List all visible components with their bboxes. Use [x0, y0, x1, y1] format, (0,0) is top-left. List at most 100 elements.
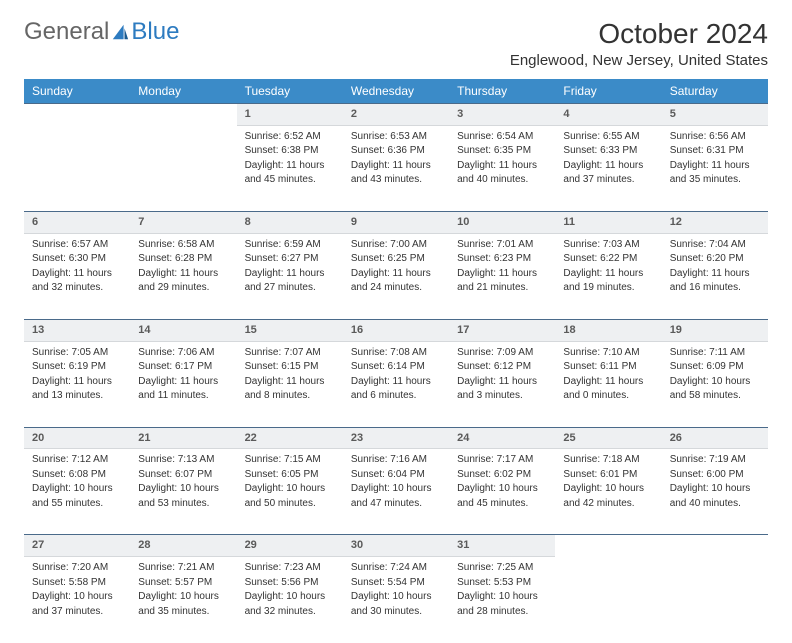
day-number-cell: 16: [343, 319, 449, 341]
daylight-text: Daylight: 11 hours: [351, 375, 441, 389]
daylight-text: and 45 minutes.: [457, 497, 547, 511]
sunset-text: Sunset: 5:58 PM: [32, 576, 122, 590]
sunrise-text: Sunrise: 6:57 AM: [32, 238, 122, 252]
month-title: October 2024: [510, 18, 768, 50]
daylight-text: and 30 minutes.: [351, 605, 441, 619]
sunset-text: Sunset: 5:53 PM: [457, 576, 547, 590]
daylight-text: Daylight: 11 hours: [245, 375, 335, 389]
daylight-text: Daylight: 11 hours: [457, 159, 547, 173]
sunrise-text: Sunrise: 6:59 AM: [245, 238, 335, 252]
sunset-text: Sunset: 6:19 PM: [32, 360, 122, 374]
day-number-cell: 22: [237, 427, 343, 449]
day-content-cell: Sunrise: 6:59 AMSunset: 6:27 PMDaylight:…: [237, 233, 343, 319]
day-number-cell: 6: [24, 211, 130, 233]
sunrise-text: Sunrise: 7:09 AM: [457, 346, 547, 360]
logo-text-blue: Blue: [131, 18, 179, 46]
sunset-text: Sunset: 6:01 PM: [563, 468, 653, 482]
sunrise-text: Sunrise: 7:00 AM: [351, 238, 441, 252]
sunrise-text: Sunrise: 6:56 AM: [670, 130, 760, 144]
day-content-cell: Sunrise: 6:52 AMSunset: 6:38 PMDaylight:…: [237, 125, 343, 211]
day-content-cell: Sunrise: 7:23 AMSunset: 5:56 PMDaylight:…: [237, 557, 343, 643]
sunset-text: Sunset: 6:00 PM: [670, 468, 760, 482]
day-number-cell: 9: [343, 211, 449, 233]
day-content-row: Sunrise: 7:20 AMSunset: 5:58 PM Daylight:…: [24, 557, 768, 643]
daylight-text: Daylight: 10 hours: [138, 482, 228, 496]
sunset-text: Sunset: 6:20 PM: [670, 252, 760, 266]
day-number-cell: 26: [662, 427, 768, 449]
sunset-text: Sunset: 6:17 PM: [138, 360, 228, 374]
daylight-text: Daylight: 11 hours: [670, 267, 760, 281]
day-number-cell: 31: [449, 535, 555, 557]
sunrise-text: Sunrise: 7:13 AM: [138, 453, 228, 467]
sunset-text: Sunset: 6:27 PM: [245, 252, 335, 266]
daylight-text: and 32 minutes.: [245, 605, 335, 619]
daylight-text: and 3 minutes.: [457, 389, 547, 403]
day-content-cell: Sunrise: 6:55 AMSunset: 6:33 PMDaylight:…: [555, 125, 661, 211]
sunrise-text: Sunrise: 7:06 AM: [138, 346, 228, 360]
day-content-cell: Sunrise: 7:25 AMSunset: 5:53 PMDaylight:…: [449, 557, 555, 643]
sunset-text: Sunset: 6:38 PM: [245, 144, 335, 158]
sunrise-text: Sunrise: 7:19 AM: [670, 453, 760, 467]
sunrise-text: Sunrise: 6:55 AM: [563, 130, 653, 144]
day-number-cell: 28: [130, 535, 236, 557]
day-content-cell: Sunrise: 7:20 AMSunset: 5:58 PMDaylight:…: [24, 557, 130, 643]
sunrise-text: Sunrise: 7:20 AM: [32, 561, 122, 575]
day-number-row: 2728293031: [24, 535, 768, 557]
logo: General Blue: [24, 18, 179, 46]
day-number-cell: 19: [662, 319, 768, 341]
day-number-cell: [130, 104, 236, 126]
sunrise-text: Sunrise: 7:03 AM: [563, 238, 653, 252]
day-content-cell: Sunrise: 7:10 AMSunset: 6:11 PMDaylight:…: [555, 341, 661, 427]
day-content-cell: [130, 125, 236, 211]
daylight-text: Daylight: 10 hours: [245, 482, 335, 496]
day-header: Tuesday: [237, 79, 343, 104]
day-number-cell: [662, 535, 768, 557]
daylight-text: and 21 minutes.: [457, 281, 547, 295]
daylight-text: Daylight: 10 hours: [670, 375, 760, 389]
daylight-text: and 6 minutes.: [351, 389, 441, 403]
day-number-cell: 12: [662, 211, 768, 233]
day-content-cell: Sunrise: 7:24 AMSunset: 5:54 PMDaylight:…: [343, 557, 449, 643]
daylight-text: and 13 minutes.: [32, 389, 122, 403]
day-number-cell: 11: [555, 211, 661, 233]
day-header: Monday: [130, 79, 236, 104]
day-content-cell: Sunrise: 7:05 AMSunset: 6:19 PMDaylight:…: [24, 341, 130, 427]
sunrise-text: Sunrise: 7:12 AM: [32, 453, 122, 467]
sunset-text: Sunset: 6:23 PM: [457, 252, 547, 266]
daylight-text: Daylight: 11 hours: [138, 375, 228, 389]
daylight-text: Daylight: 11 hours: [351, 267, 441, 281]
daylight-text: and 37 minutes.: [32, 605, 122, 619]
daylight-text: and 50 minutes.: [245, 497, 335, 511]
daylight-text: and 11 minutes.: [138, 389, 228, 403]
daylight-text: and 40 minutes.: [457, 173, 547, 187]
day-content-row: Sunrise: 7:12 AMSunset: 6:08 PMDaylight:…: [24, 449, 768, 535]
sunrise-text: Sunrise: 7:08 AM: [351, 346, 441, 360]
day-content-cell: Sunrise: 7:16 AMSunset: 6:04 PMDaylight:…: [343, 449, 449, 535]
sunrise-text: Sunrise: 7:18 AM: [563, 453, 653, 467]
sunset-text: Sunset: 6:22 PM: [563, 252, 653, 266]
daylight-text: and 8 minutes.: [245, 389, 335, 403]
daylight-text: Daylight: 11 hours: [351, 159, 441, 173]
daylight-text: and 43 minutes.: [351, 173, 441, 187]
daylight-text: and 19 minutes.: [563, 281, 653, 295]
daylight-text: Daylight: 11 hours: [32, 375, 122, 389]
sunrise-text: Sunrise: 7:05 AM: [32, 346, 122, 360]
daylight-text: and 47 minutes.: [351, 497, 441, 511]
day-number-cell: 8: [237, 211, 343, 233]
day-content-cell: Sunrise: 7:01 AMSunset: 6:23 PMDaylight:…: [449, 233, 555, 319]
daylight-text: Daylight: 10 hours: [563, 482, 653, 496]
day-content-cell: Sunrise: 7:19 AMSunset: 6:00 PMDaylight:…: [662, 449, 768, 535]
daylight-text: and 0 minutes.: [563, 389, 653, 403]
sunset-text: Sunset: 6:07 PM: [138, 468, 228, 482]
daylight-text: Daylight: 10 hours: [138, 590, 228, 604]
day-content-cell: Sunrise: 7:11 AMSunset: 6:09 PMDaylight:…: [662, 341, 768, 427]
sunset-text: Sunset: 6:31 PM: [670, 144, 760, 158]
daylight-text: and 40 minutes.: [670, 497, 760, 511]
daylight-text: and 16 minutes.: [670, 281, 760, 295]
day-content-cell: Sunrise: 7:18 AMSunset: 6:01 PMDaylight:…: [555, 449, 661, 535]
day-header: Saturday: [662, 79, 768, 104]
day-number-cell: 20: [24, 427, 130, 449]
day-content-cell: Sunrise: 7:06 AMSunset: 6:17 PMDaylight:…: [130, 341, 236, 427]
daylight-text: Daylight: 11 hours: [563, 267, 653, 281]
day-number-row: 12345: [24, 104, 768, 126]
